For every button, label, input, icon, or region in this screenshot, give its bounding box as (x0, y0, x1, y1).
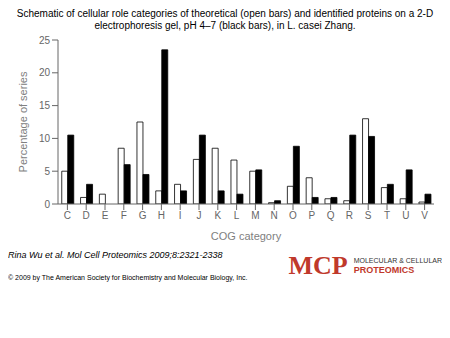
html-text:© 2009 by The American Society: © 2009 by The American Society for Bioch… (8, 274, 248, 281)
svg-text:S: S (365, 210, 372, 221)
svg-text:G: G (139, 210, 147, 221)
svg-text:D: D (83, 210, 90, 221)
html-text:electrophoresis gel, pH 4–7 (b: electrophoresis gel, pH 4–7 (black bars)… (94, 20, 356, 31)
svg-text:M: M (251, 210, 259, 221)
svg-text:10: 10 (39, 133, 51, 144)
html-text:MOLECULAR & CELLULAR: MOLECULAR & CELLULAR (353, 257, 442, 264)
html-text:MCP: MCP (288, 251, 348, 280)
svg-text:P: P (308, 210, 315, 221)
svg-text:C: C (64, 210, 71, 221)
svg-text:Percentage of series: Percentage of series (17, 71, 29, 172)
svg-text:U: U (402, 210, 409, 221)
svg-text:N: N (271, 210, 278, 221)
svg-text:E: E (102, 210, 109, 221)
svg-text:0: 0 (44, 199, 50, 210)
svg-text:15: 15 (39, 100, 51, 111)
svg-text:J: J (197, 210, 202, 221)
svg-text:25: 25 (39, 35, 51, 46)
svg-text:V: V (421, 210, 428, 221)
svg-text:5: 5 (44, 166, 50, 177)
svg-text:H: H (158, 210, 165, 221)
svg-text:L: L (234, 210, 240, 221)
html-text:PROTEOMICS: PROTEOMICS (353, 265, 415, 275)
svg-text:I: I (179, 210, 182, 221)
html-text:Schematic of cellular role cat: Schematic of cellular role categories of… (16, 8, 434, 19)
html-text:Rina Wu et al. Mol Cell Proteo: Rina Wu et al. Mol Cell Proteomics 2009;… (8, 250, 223, 260)
svg-text:R: R (346, 210, 353, 221)
svg-text:K: K (214, 210, 221, 221)
svg-text:20: 20 (39, 67, 51, 78)
svg-text:O: O (289, 210, 297, 221)
svg-text:T: T (384, 210, 390, 221)
svg-text:F: F (121, 210, 127, 221)
svg-text:Q: Q (327, 210, 335, 221)
svg-text:COG category: COG category (211, 230, 282, 242)
